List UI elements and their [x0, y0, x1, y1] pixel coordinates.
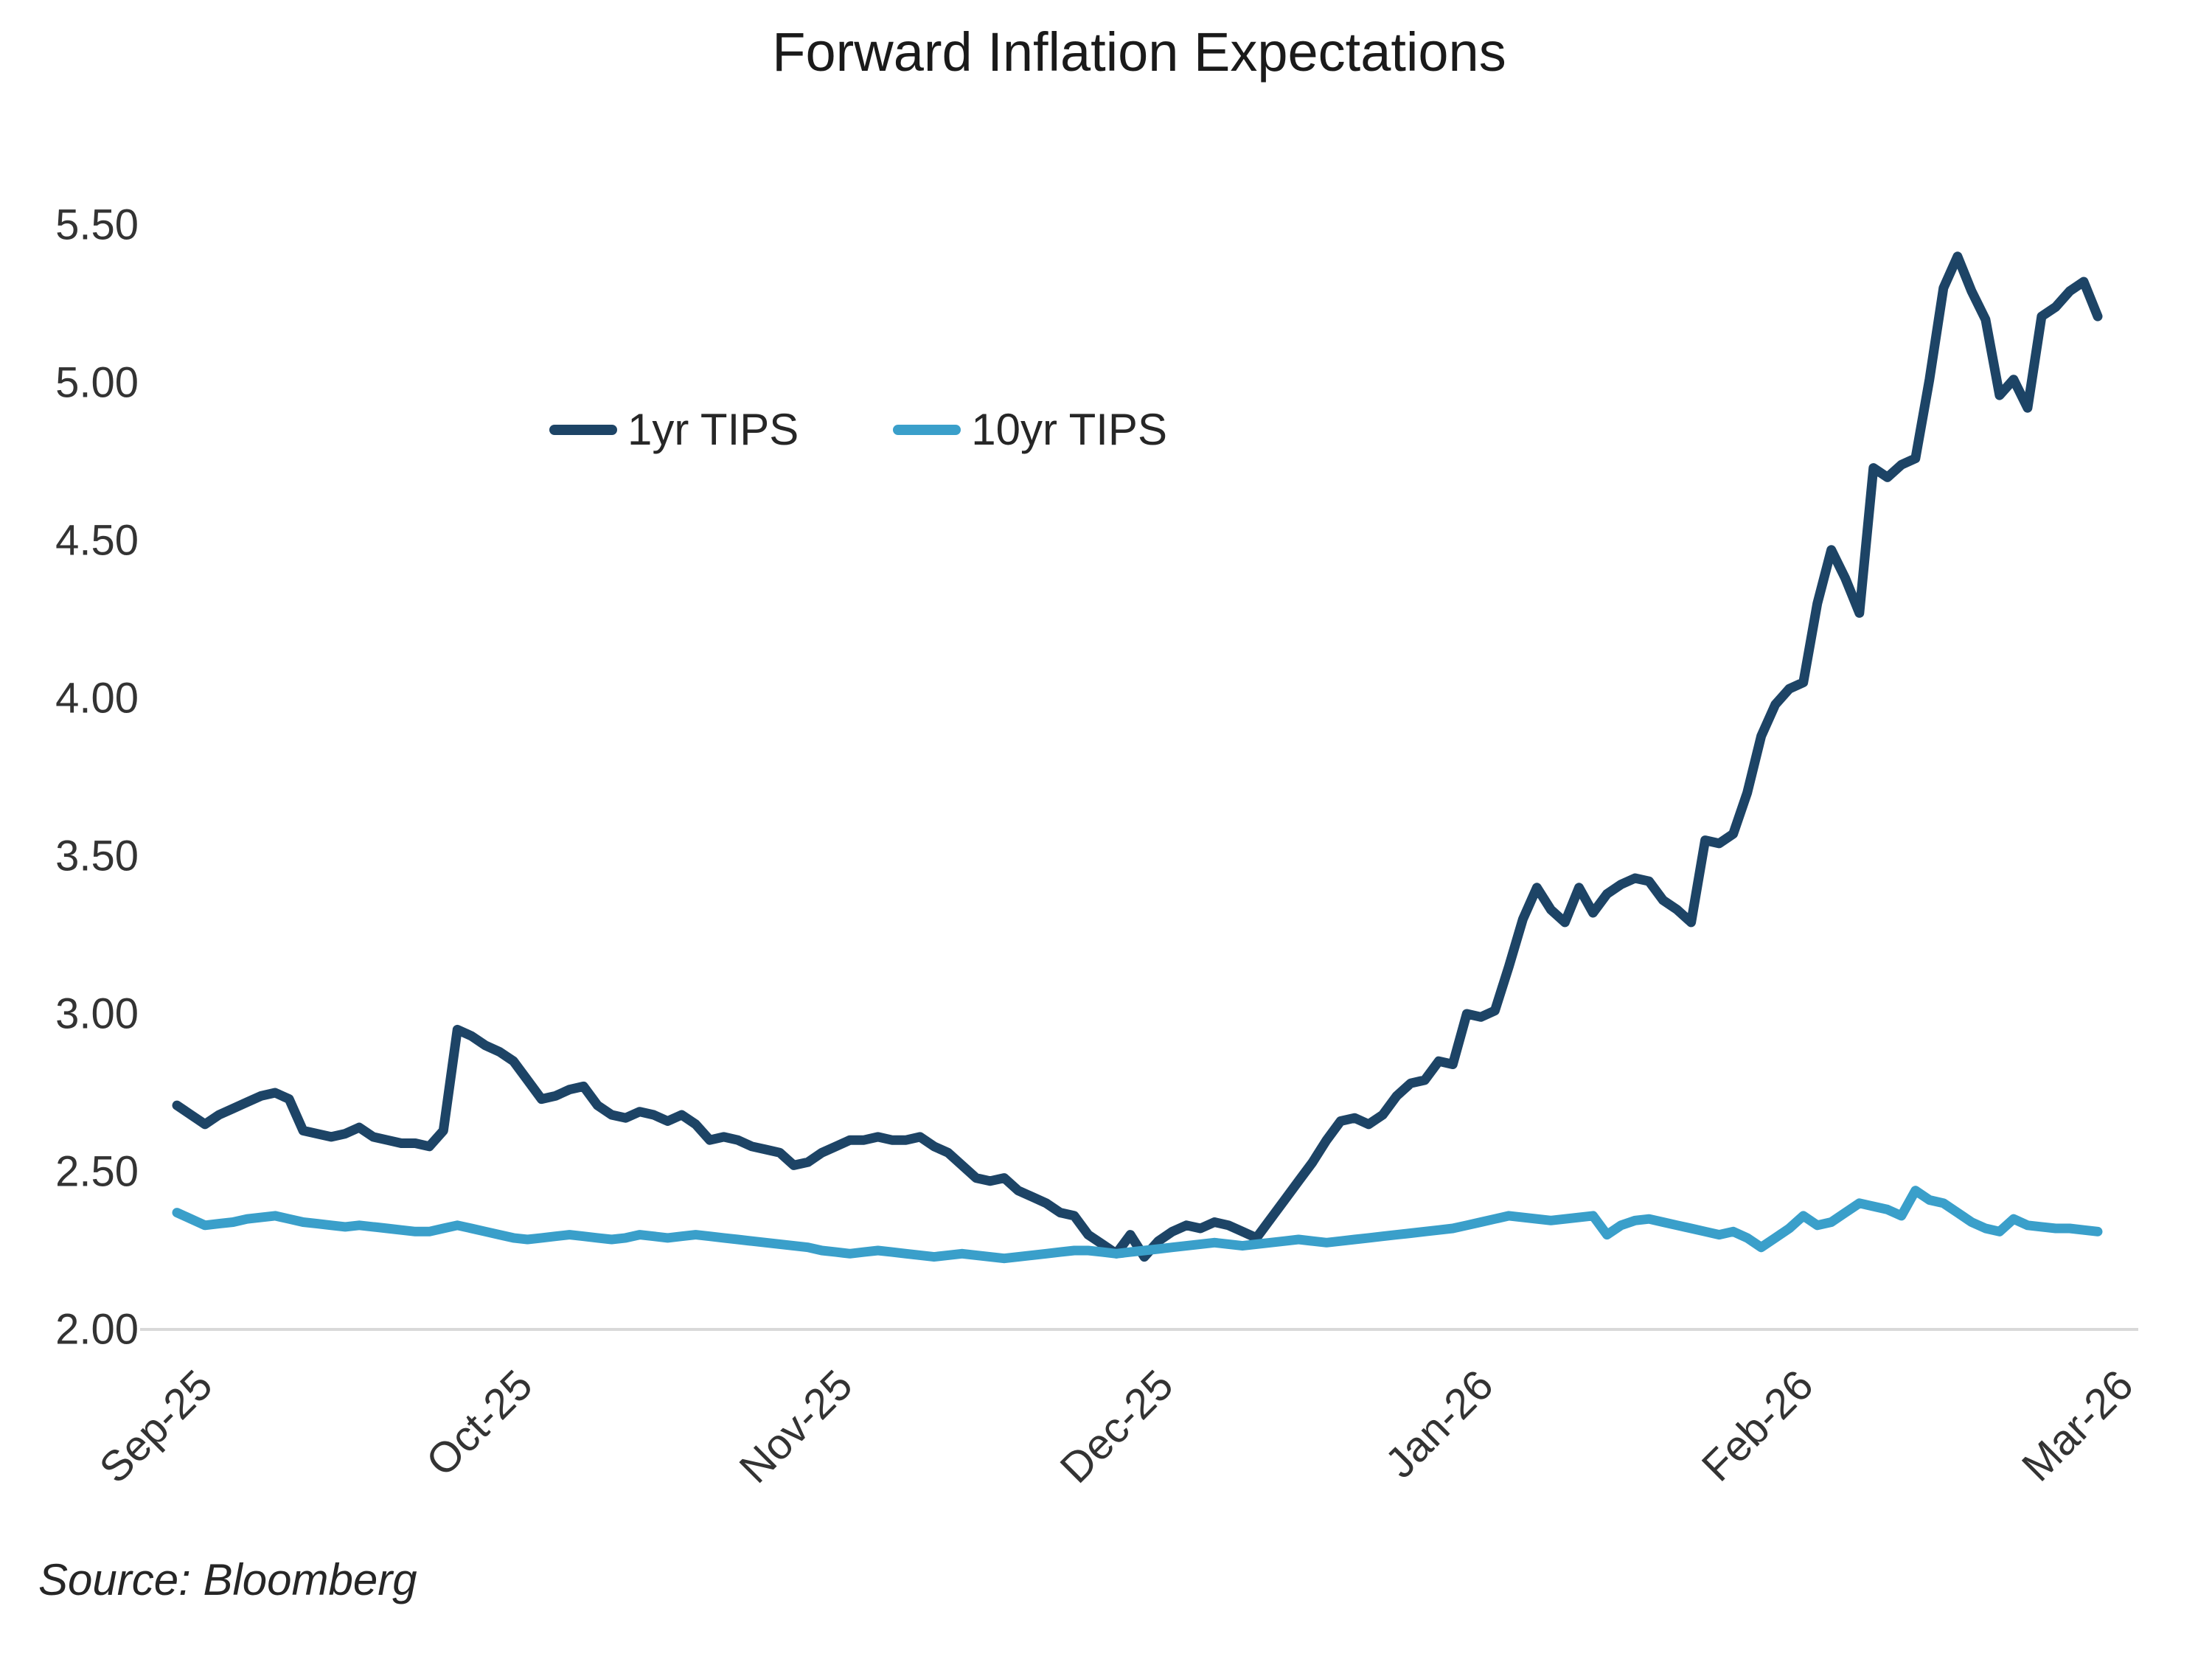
y-axis-tick-label: 3.00	[55, 990, 139, 1038]
source-note: Source: Bloomberg	[38, 1555, 417, 1604]
legend: 1yr TIPS 10yr TIPS	[549, 404, 1167, 455]
y-axis-tick-label: 2.50	[55, 1147, 139, 1196]
legend-swatch-1yr-tips-icon	[549, 424, 617, 435]
series-line-1yr-tips	[172, 251, 2103, 1262]
y-axis-tick-label: 3.50	[55, 832, 139, 880]
chart-title: Forward Inflation Expectations	[772, 21, 1506, 83]
y-axis-tick-label: 2.00	[55, 1305, 139, 1354]
legend-item-1yr-tips: 1yr TIPS	[549, 404, 799, 455]
y-axis-tick-label: 4.50	[55, 516, 139, 565]
y-axis-tick-label: 5.00	[55, 358, 139, 407]
series-line-10yr-tips	[172, 1186, 2103, 1264]
legend-swatch-10yr-tips-icon	[893, 424, 961, 435]
y-axis-tick-label: 4.00	[55, 674, 139, 723]
legend-label-10yr-tips: 10yr TIPS	[971, 405, 1167, 454]
legend-item-10yr-tips: 10yr TIPS	[893, 404, 1167, 455]
y-axis-tick-label: 5.50	[55, 201, 139, 249]
legend-label-1yr-tips: 1yr TIPS	[627, 405, 799, 454]
